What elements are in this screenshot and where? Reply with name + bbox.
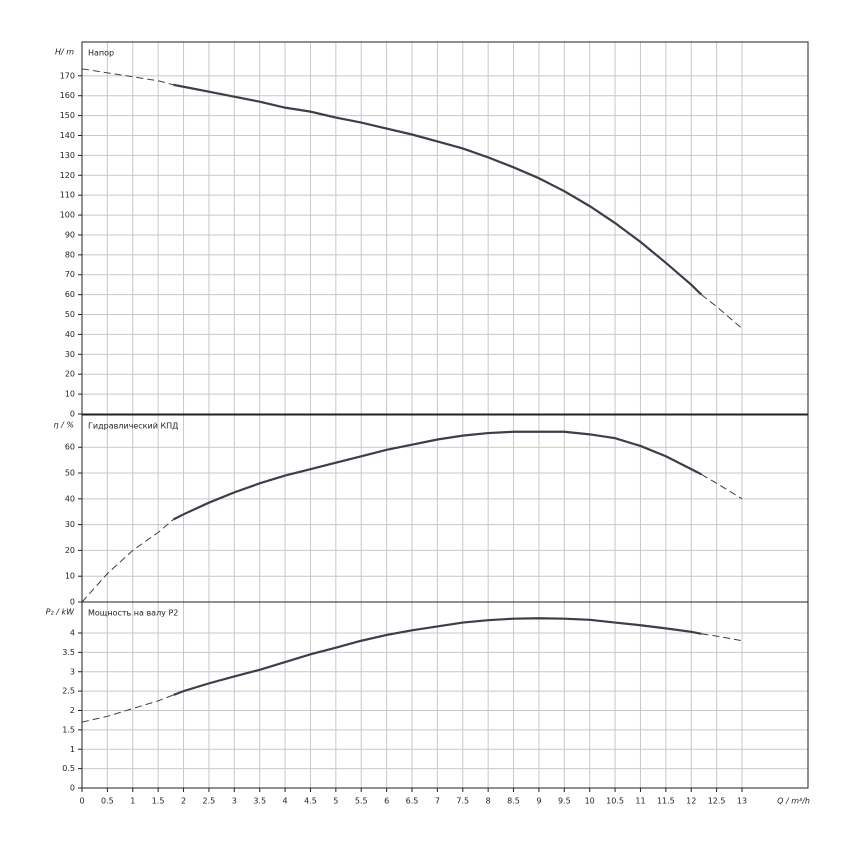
y-tick-label: 0.5 [62, 764, 75, 773]
x-tick-label: 2.5 [203, 797, 216, 806]
x-tick-label: 3 [232, 797, 237, 806]
y-tick-label: 20 [65, 370, 75, 379]
y-tick-label: 100 [60, 211, 75, 220]
x-tick-label: 10.5 [606, 797, 624, 806]
y-tick-label: 4 [70, 629, 75, 638]
y-axis-label: H/ m [55, 48, 74, 57]
x-tick-label: 4.5 [304, 797, 317, 806]
y-axis-label: η / % [54, 421, 74, 430]
x-tick-label: 13 [737, 797, 747, 806]
x-tick-label: 6.5 [406, 797, 419, 806]
x-tick-label: 5 [333, 797, 338, 806]
x-tick-label: 5.5 [355, 797, 368, 806]
y-tick-label: 2 [70, 706, 75, 715]
panel-title: Напор [88, 49, 114, 58]
y-tick-label: 150 [60, 111, 75, 120]
x-tick-label: 12.5 [708, 797, 726, 806]
y-tick-label: 60 [65, 290, 75, 299]
x-tick-label: 3.5 [253, 797, 266, 806]
x-tick-label: 0.5 [101, 797, 114, 806]
curve [81, 68, 743, 329]
y-tick-label: 40 [65, 494, 75, 503]
y-tick-label: 0 [70, 410, 75, 419]
y-tick-label: 130 [60, 151, 75, 160]
x-tick-label: 7 [435, 797, 440, 806]
plot-frame [81, 41, 809, 415]
y-tick-label: 30 [65, 350, 75, 359]
curve [81, 633, 743, 723]
y-tick-label: 3 [70, 667, 75, 676]
y-tick-label: 1.5 [62, 725, 75, 734]
y-tick-label: 30 [65, 520, 75, 529]
y-tick-label: 170 [60, 71, 75, 80]
x-tick-label: 11 [635, 797, 645, 806]
y-tick-label: 120 [60, 171, 75, 180]
x-axis-label: Q / m³/h [777, 797, 810, 806]
y-tick-label: 70 [65, 270, 75, 279]
y-tick-label: 50 [65, 310, 75, 319]
x-tick-label: 2 [181, 797, 186, 806]
panel-title: Мощность на валу P2 [88, 609, 178, 618]
y-tick-label: 160 [60, 91, 75, 100]
y-tick-label: 10 [65, 572, 75, 581]
x-tick-label: 8.5 [507, 797, 520, 806]
x-tick-label: 12 [686, 797, 696, 806]
y-axis-label: P₂ / kW [46, 608, 75, 617]
curve [173, 83, 703, 296]
y-tick-label: 40 [65, 330, 75, 339]
y-tick-label: 0 [70, 598, 75, 607]
y-tick-label: 50 [65, 469, 75, 478]
x-tick-label: 0 [79, 797, 84, 806]
y-tick-label: 80 [65, 250, 75, 259]
x-tick-label: 11.5 [657, 797, 675, 806]
x-tick-label: 1.5 [152, 797, 165, 806]
curve [172, 430, 702, 521]
curve [172, 617, 702, 697]
plot-frame [81, 601, 809, 789]
x-tick-label: 8 [486, 797, 491, 806]
x-tick-label: 9 [536, 797, 541, 806]
y-tick-label: 20 [65, 546, 75, 555]
x-tick-label: 6 [384, 797, 389, 806]
y-tick-label: 140 [60, 131, 75, 140]
plot-frame [81, 414, 809, 603]
y-tick-label: 2.5 [62, 687, 75, 696]
panel-title: Гидравлический КПД [88, 422, 178, 431]
y-tick-label: 10 [65, 390, 75, 399]
x-tick-label: 10 [585, 797, 595, 806]
y-tick-label: 1 [70, 745, 75, 754]
x-tick-label: 9.5 [558, 797, 571, 806]
y-tick-label: 3.5 [62, 648, 75, 657]
x-tick-label: 1 [130, 797, 135, 806]
y-tick-label: 0 [70, 784, 75, 793]
y-tick-label: 90 [65, 230, 75, 239]
y-tick-label: 110 [60, 191, 75, 200]
y-tick-label: 60 [65, 443, 75, 452]
curve [81, 473, 743, 603]
x-tick-label: 7.5 [456, 797, 469, 806]
x-tick-label: 4 [283, 797, 288, 806]
